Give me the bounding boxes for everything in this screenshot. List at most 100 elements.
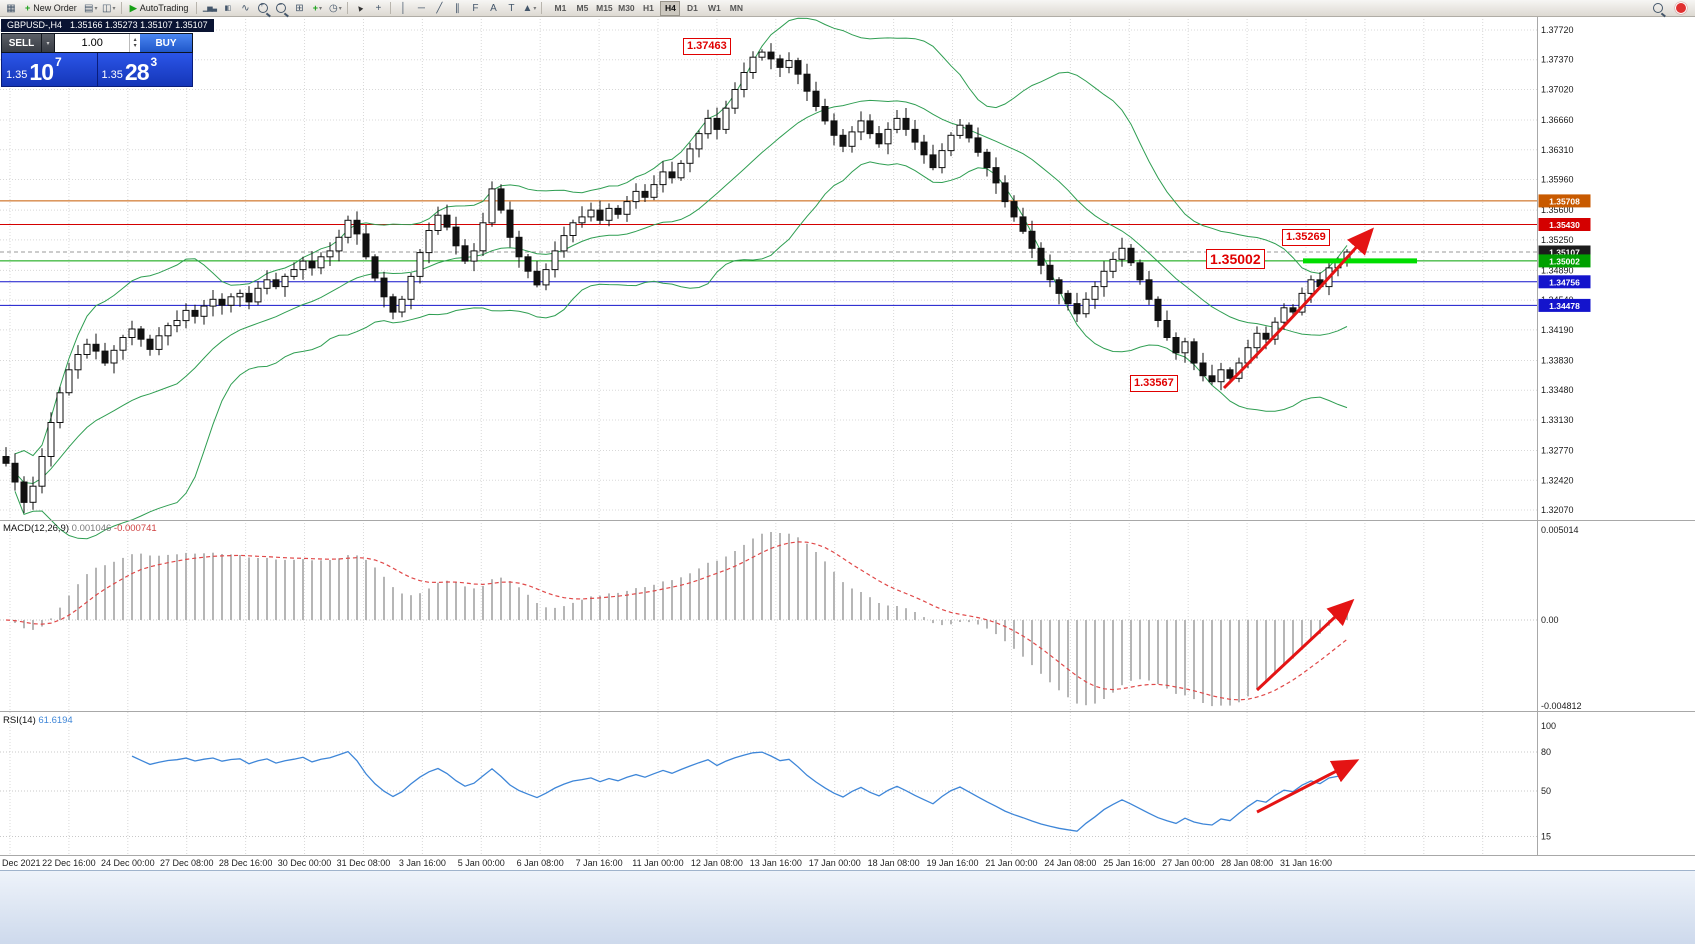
zoom-out-icon[interactable]: − bbox=[273, 1, 289, 16]
sell-price-pips: 10 bbox=[29, 59, 54, 85]
new-order-button-icon: + bbox=[25, 3, 31, 13]
buy-price-base: 1.35 bbox=[101, 69, 123, 81]
trade-controls-row: SELL ▾ ▴ ▾ BUY bbox=[1, 33, 193, 53]
autotrading-button[interactable]: ▶ AutoTrading bbox=[125, 1, 194, 16]
toolbar-right-group bbox=[1649, 1, 1693, 16]
price-axis-label: 1.33130 bbox=[1541, 415, 1574, 425]
bollinger-band-line bbox=[14, 17, 1348, 457]
timeframe-button-m15[interactable]: M15 bbox=[596, 3, 613, 13]
price-level-tag-label: 1.35430 bbox=[1549, 220, 1580, 230]
trade-options-caret[interactable]: ▾ bbox=[42, 34, 55, 52]
fibonacci-icon[interactable]: F bbox=[472, 2, 479, 14]
trend-arrow-macd bbox=[1255, 598, 1355, 692]
new-order-button[interactable]: + New Order bbox=[20, 1, 82, 16]
lot-increase-button[interactable]: ▴ bbox=[133, 37, 137, 43]
equidistant-channel-icon[interactable]: ∥ bbox=[454, 2, 460, 14]
zoom-in-icon[interactable]: + bbox=[255, 1, 271, 16]
toolbar-separator bbox=[390, 2, 392, 14]
trendline-icon[interactable]: ╱ bbox=[436, 2, 443, 14]
profiles-icon[interactable]: ◫ ▾ bbox=[102, 2, 116, 14]
trend-arrow-rsi bbox=[1256, 759, 1360, 814]
text-label-icon[interactable]: T bbox=[508, 2, 515, 14]
time-axis-label: 19 Jan 16:00 bbox=[927, 858, 979, 868]
lot-size-input[interactable] bbox=[55, 34, 130, 52]
symbol-title: GBPUSD-,H4 bbox=[7, 20, 63, 30]
price-axis-label: 1.32770 bbox=[1541, 446, 1574, 456]
candlestick-chart-icon[interactable]: ▮▯ bbox=[224, 5, 232, 12]
price-axis-label: 1.37370 bbox=[1541, 55, 1574, 65]
horizontal-line-icon[interactable]: ─ bbox=[417, 2, 425, 14]
vertical-line-icon[interactable]: │ bbox=[400, 2, 407, 14]
new-chart-icon[interactable]: ▤ ▾ bbox=[84, 2, 98, 14]
period-clock-icon[interactable]: ◷ ▾ bbox=[329, 2, 342, 14]
status-bar bbox=[0, 870, 1695, 944]
price-axis-label: 1.32420 bbox=[1541, 475, 1574, 485]
toolbar-separator bbox=[541, 2, 543, 14]
price-level-tag-label: 1.35002 bbox=[1549, 256, 1580, 266]
macd-axis-label: -0.004812 bbox=[1541, 701, 1582, 711]
rsi-axis-label: 80 bbox=[1541, 747, 1551, 757]
indicators-icon[interactable]: + ▾ bbox=[312, 3, 323, 13]
timeframe-button-h1[interactable]: H1 bbox=[642, 3, 654, 13]
price-axis-label: 1.32070 bbox=[1541, 505, 1574, 515]
terminal-icon[interactable]: ▦ bbox=[6, 2, 16, 14]
time-axis-label: 31 Jan 16:00 bbox=[1280, 858, 1332, 868]
autotrading-button-icon: ▶ bbox=[129, 2, 137, 13]
lot-decrease-button[interactable]: ▾ bbox=[133, 43, 137, 49]
price-axis-label: 1.36310 bbox=[1541, 145, 1574, 155]
price-axis-label: 1.35250 bbox=[1541, 235, 1574, 245]
time-axis-label: 24 Jan 08:00 bbox=[1044, 858, 1096, 868]
chart-canvas[interactable]: Dec 2021 22 Dec 16:00 24 Dec 00:00 27 Dec 0… bbox=[0, 0, 1695, 870]
price-axis-label: 1.33830 bbox=[1541, 355, 1574, 365]
symbol-ohlc: 1.35166 1.35273 1.35107 1.35107 bbox=[70, 20, 208, 30]
time-axis-label: 17 Jan 00:00 bbox=[809, 858, 861, 868]
crosshair-icon[interactable]: + bbox=[375, 2, 382, 14]
timeframe-button-h4[interactable]: H4 bbox=[660, 0, 681, 16]
cursor-icon[interactable]: ▲ bbox=[354, 1, 367, 15]
arrows-shapes-icon[interactable]: ▲ ▾ bbox=[522, 2, 537, 14]
trend-arrow-main bbox=[1222, 227, 1374, 390]
tile-windows-icon[interactable]: ⊞ bbox=[295, 2, 304, 14]
timeframe-button-m5[interactable]: M5 bbox=[576, 3, 589, 13]
line-chart-icon[interactable]: ∿ bbox=[241, 2, 250, 14]
toolbar-separator bbox=[120, 2, 122, 14]
time-axis-label: 25 Jan 16:00 bbox=[1103, 858, 1155, 868]
price-axis-label: 1.37720 bbox=[1541, 25, 1574, 35]
timeframe-button-w1[interactable]: W1 bbox=[708, 3, 721, 13]
timeframe-buttons: M1 M5 M15 M30 H1 H4 D1 W1 MN bbox=[549, 0, 747, 16]
toolbar-separator bbox=[196, 2, 198, 14]
bollinger-band-line bbox=[14, 99, 1348, 485]
macd-axis-label: 0.005014 bbox=[1541, 525, 1579, 535]
price-axis-label: 1.35600 bbox=[1541, 205, 1574, 215]
timeframe-button-d1[interactable]: D1 bbox=[686, 3, 698, 13]
sell-button[interactable]: SELL bbox=[2, 34, 42, 52]
rsi-axis-label: 15 bbox=[1541, 832, 1551, 842]
price-level-tag-label: 1.35708 bbox=[1549, 196, 1580, 206]
rsi-name: RSI(14) bbox=[3, 715, 36, 726]
bollinger-band-line bbox=[14, 161, 1348, 540]
lot-size-field: ▴ ▾ bbox=[55, 34, 140, 52]
buy-price-display[interactable]: 1.35 28 3 bbox=[97, 53, 192, 86]
price-axis-label: 1.34890 bbox=[1541, 265, 1574, 275]
buy-button[interactable]: BUY bbox=[140, 34, 192, 52]
price-level-tag bbox=[1538, 275, 1591, 289]
sell-price-display[interactable]: 1.35 10 7 bbox=[2, 53, 98, 86]
bar-chart-icon[interactable]: ▁▅▃ bbox=[202, 5, 217, 12]
rsi-value: 61.6194 bbox=[38, 715, 73, 726]
lot-spinners: ▴ ▾ bbox=[129, 34, 140, 52]
timeframe-button-mn[interactable]: MN bbox=[729, 3, 744, 13]
timeframe-button-m30[interactable]: M30 bbox=[618, 3, 635, 13]
notification-icon[interactable] bbox=[1675, 2, 1687, 14]
time-axis-label: 28 Dec 16:00 bbox=[219, 858, 273, 868]
price-level-tag-label: 1.34478 bbox=[1549, 301, 1580, 311]
search-icon[interactable] bbox=[1650, 1, 1666, 16]
macd-name: MACD(12,26,9) bbox=[3, 523, 69, 534]
timeframe-button-m1[interactable]: M1 bbox=[554, 3, 567, 13]
buy-price-pips: 28 bbox=[124, 59, 150, 85]
macd-main-value: 0.001046 bbox=[71, 523, 112, 534]
text-icon[interactable]: A bbox=[490, 2, 497, 14]
time-axis-label: 18 Jan 08:00 bbox=[868, 858, 920, 868]
autotrading-button-label: AutoTrading bbox=[139, 3, 189, 13]
